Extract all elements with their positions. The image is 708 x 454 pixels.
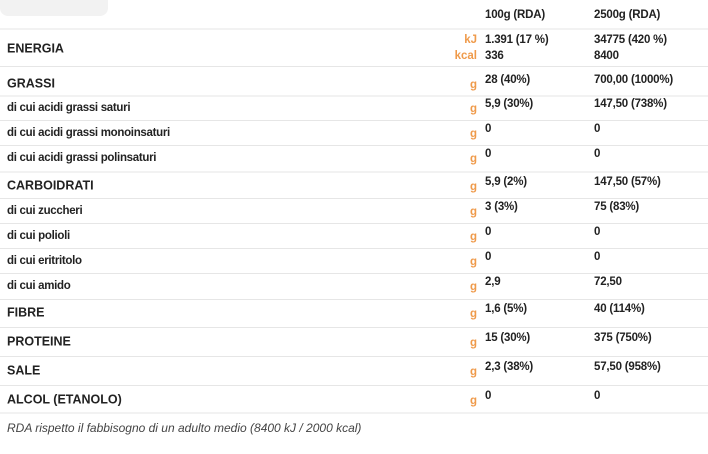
row-label: ALCOL (ETANOLO) xyxy=(7,392,122,406)
row-label: ENERGIA xyxy=(7,41,64,55)
header-cell: 100g (RDA) xyxy=(485,9,545,21)
value-2500g: 0 xyxy=(594,226,600,238)
value-100g: 28 (40%) xyxy=(485,74,530,86)
value-2500g: 0 xyxy=(594,123,600,135)
value-100g: 0 xyxy=(485,251,491,263)
value-100g: 1.391 (17 %) xyxy=(485,34,549,46)
value-100g: 0 xyxy=(485,148,491,160)
value-100g: 15 (30%) xyxy=(485,332,530,344)
header-cell: 2500g (RDA) xyxy=(594,9,661,21)
row-label: di cui acidi grassi saturi xyxy=(7,102,130,114)
value-2500g: 375 (750%) xyxy=(594,332,652,344)
unit: g xyxy=(470,366,477,378)
value-2500g: 8400 xyxy=(594,50,619,62)
row-label: SALE xyxy=(7,363,40,377)
value-2500g: 700,00 (1000%) xyxy=(594,74,673,86)
row-label: PROTEINE xyxy=(7,334,71,348)
value-2500g: 147,50 (57%) xyxy=(594,176,661,188)
unit: g xyxy=(470,206,477,218)
unit: g xyxy=(470,256,477,268)
footnote: RDA rispetto il fabbisogno di un adulto … xyxy=(7,421,361,435)
value-2500g: 34775 (420 %) xyxy=(594,34,667,46)
value-2500g: 0 xyxy=(594,251,600,263)
row-label: di cui zuccheri xyxy=(7,205,82,217)
unit: g xyxy=(470,308,477,320)
unit: g xyxy=(470,128,477,140)
value-100g: 2,9 xyxy=(485,276,500,288)
row-label: CARBOIDRATI xyxy=(7,178,94,192)
unit: g xyxy=(470,231,477,243)
value-100g: 0 xyxy=(485,226,491,238)
cropped-image xyxy=(0,0,108,16)
unit: g xyxy=(470,395,477,407)
row-label: di cui amido xyxy=(7,280,71,292)
value-100g: 2,3 (38%) xyxy=(485,361,533,373)
value-2500g: 147,50 (738%) xyxy=(594,98,667,110)
unit: g xyxy=(470,103,477,115)
unit: g xyxy=(470,281,477,293)
value-100g: 5,9 (2%) xyxy=(485,176,527,188)
value-100g: 0 xyxy=(485,123,491,135)
value-100g: 5,9 (30%) xyxy=(485,98,533,110)
unit: g xyxy=(470,79,477,91)
row-label: di cui polioli xyxy=(7,230,70,242)
value-100g: 336 xyxy=(485,50,504,62)
unit: kJ xyxy=(464,34,477,46)
value-100g: 1,6 (5%) xyxy=(485,303,527,315)
value-2500g: 0 xyxy=(594,148,600,160)
row-label: di cui eritritolo xyxy=(7,255,82,267)
row-label: FIBRE xyxy=(7,305,45,319)
value-2500g: 57,50 (958%) xyxy=(594,361,661,373)
value-2500g: 40 (114%) xyxy=(594,303,645,315)
unit: g xyxy=(470,153,477,165)
unit: g xyxy=(470,337,477,349)
row-label: GRASSI xyxy=(7,76,55,90)
unit: kcal xyxy=(455,50,477,62)
row-label: di cui acidi grassi monoinsaturi xyxy=(7,127,170,139)
value-2500g: 0 xyxy=(594,390,600,402)
value-2500g: 75 (83%) xyxy=(594,201,639,213)
value-100g: 0 xyxy=(485,390,491,402)
unit: g xyxy=(470,181,477,193)
value-100g: 3 (3%) xyxy=(485,201,518,213)
value-2500g: 72,50 xyxy=(594,276,622,288)
row-label: di cui acidi grassi polinsaturi xyxy=(7,152,156,164)
